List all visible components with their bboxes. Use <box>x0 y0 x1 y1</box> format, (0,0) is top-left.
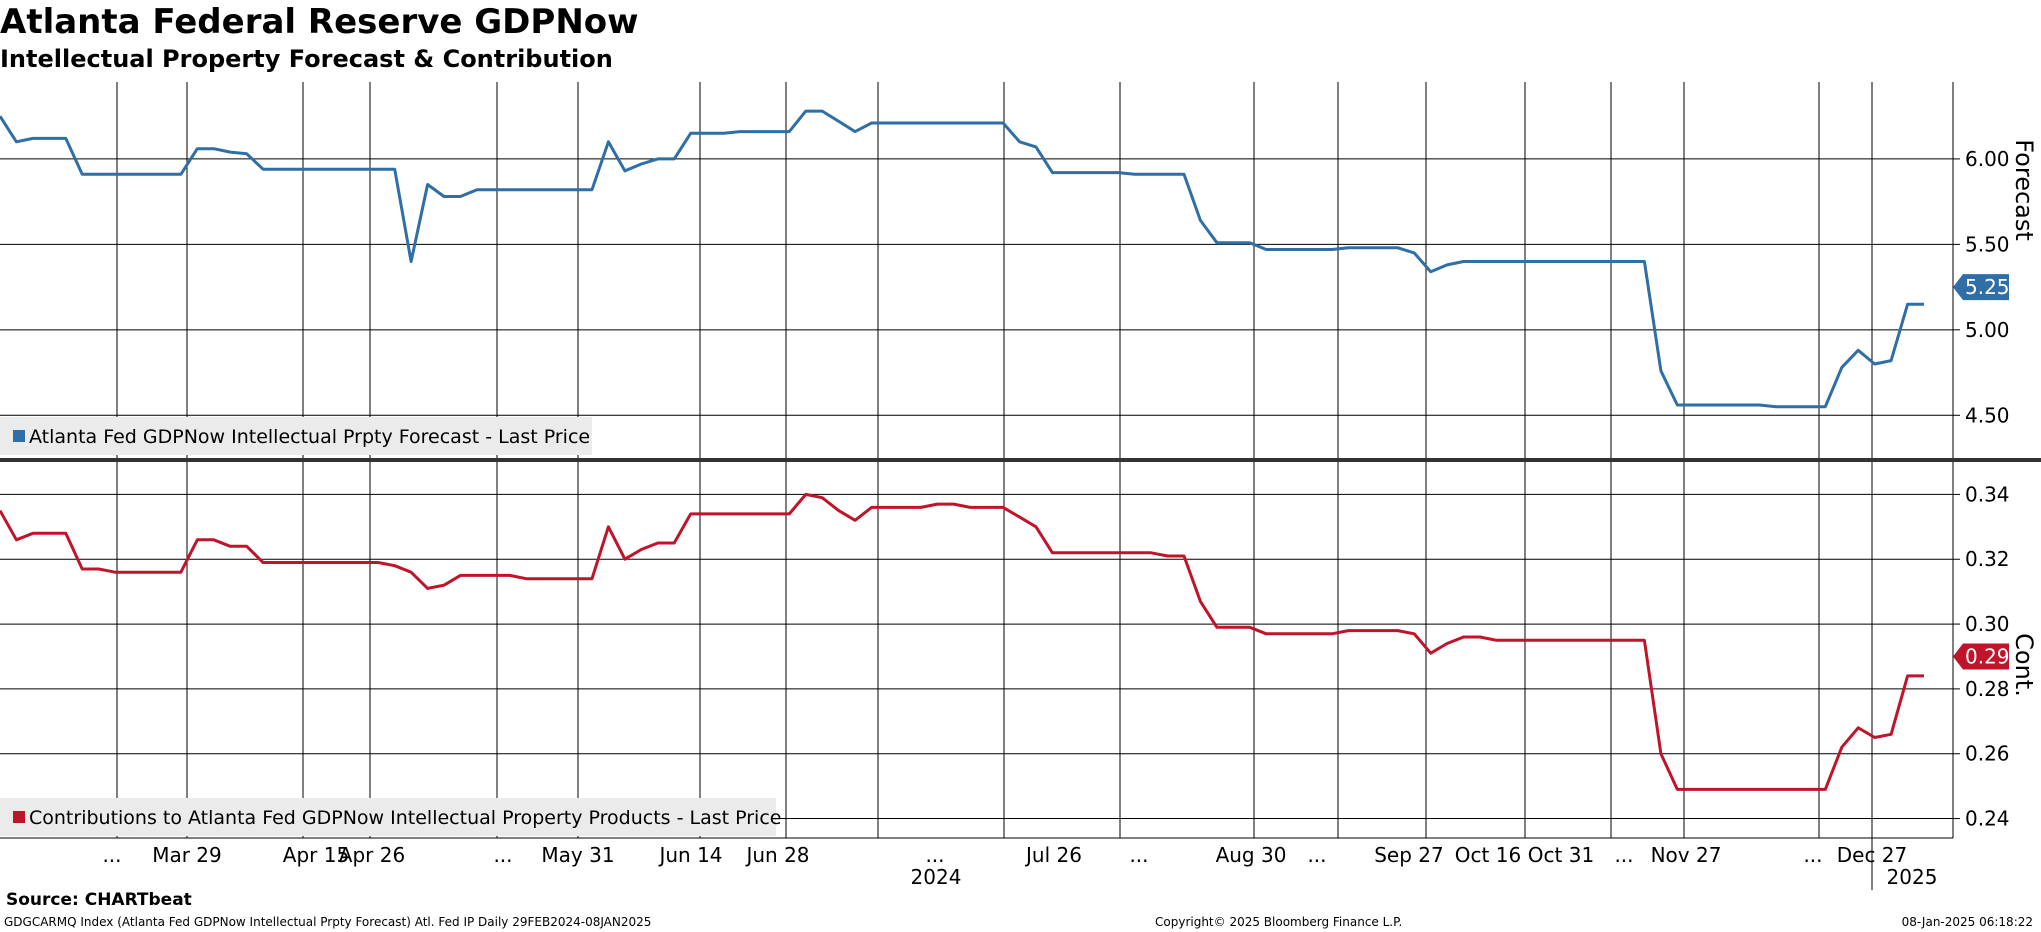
x-tick-label: ... <box>1803 843 1822 867</box>
x-tick-label: Apr 15 <box>283 843 349 867</box>
x-tick-label: ... <box>493 843 512 867</box>
x-tick-label: ... <box>1614 843 1633 867</box>
x-tick-label: Jun 28 <box>744 843 809 867</box>
last-value-label: 5.25 <box>1965 275 2010 299</box>
last-value-badge <box>1953 274 2009 301</box>
x-tick-label: ... <box>102 843 121 867</box>
y-tick-label: 0.26 <box>1965 742 2010 766</box>
footer-copyright: Copyright© 2025 Bloomberg Finance L.P. <box>1155 915 1403 929</box>
x-tick-label: Nov 27 <box>1651 843 1722 867</box>
footer-timestamp: 08-Jan-2025 06:18:22 <box>1901 915 2033 929</box>
y-axis-title: Forecast <box>2010 139 2038 241</box>
legend-box <box>0 417 592 455</box>
y-tick-label: 0.34 <box>1965 482 2010 506</box>
last-value-badge <box>1953 643 2009 670</box>
legend-box <box>0 798 776 836</box>
x-tick-label: Mar 29 <box>152 843 222 867</box>
legend-label: Contributions to Atlanta Fed GDPNow Inte… <box>29 807 781 829</box>
legend-swatch <box>13 430 25 442</box>
y-tick-label: 5.50 <box>1965 232 2010 256</box>
ticks-layer: 6.00 5.50 5.00 4.50 5.25 Forecast 0.34 0.32 0.30… <box>0 139 2038 890</box>
y-tick-label: 6.00 <box>1965 147 2010 171</box>
chart-subtitle: Intellectual Property Forecast & Contrib… <box>0 45 613 73</box>
legend-label: Atlanta Fed GDPNow Intellectual Prpty Fo… <box>29 426 590 448</box>
x-tick-label: Oct 16 <box>1455 843 1521 867</box>
x-tick-label: Aug 30 <box>1216 843 1287 867</box>
y-tick-label: 5.00 <box>1965 318 2010 342</box>
y-tick-label: 0.24 <box>1965 807 2010 831</box>
y-tick-label: 0.30 <box>1965 612 2010 636</box>
grid-layer <box>0 82 2041 838</box>
forecast-series-line <box>0 109 1924 409</box>
chart-title: Atlanta Federal Reserve GDPNow <box>0 2 639 42</box>
y-tick-label: 0.28 <box>1965 677 2010 701</box>
x-year-label: 2025 <box>1887 865 1938 889</box>
y-tick-label: 4.50 <box>1965 403 2010 427</box>
x-tick-label: ... <box>1129 843 1148 867</box>
x-year-label: 2024 <box>911 865 962 889</box>
x-tick-label: ... <box>925 843 944 867</box>
last-value-label: 0.29 <box>1965 644 2010 668</box>
legend-swatch <box>13 811 25 823</box>
x-tick-label: Jul 26 <box>1024 843 1082 867</box>
x-tick-label: Jun 14 <box>657 843 722 867</box>
series-layer <box>0 109 1924 791</box>
legend-layer: Atlanta Fed GDPNow Intellectual Prpty Fo… <box>0 417 781 836</box>
x-tick-label: Sep 27 <box>1374 843 1444 867</box>
x-tick-label: Oct 31 <box>1528 843 1594 867</box>
y-axis-title: Cont. <box>2010 633 2038 697</box>
x-tick-label: ... <box>1307 843 1326 867</box>
footer-ticker-info: GDGCARMQ Index (Atlanta Fed GDPNow Intel… <box>4 915 652 929</box>
x-tick-label: May 31 <box>541 843 614 867</box>
source-note: Source: CHARTbeat <box>6 890 192 910</box>
x-tick-label: Apr 26 <box>339 843 405 867</box>
contribution-series-line <box>0 492 1924 791</box>
y-tick-label: 0.32 <box>1965 547 2010 571</box>
